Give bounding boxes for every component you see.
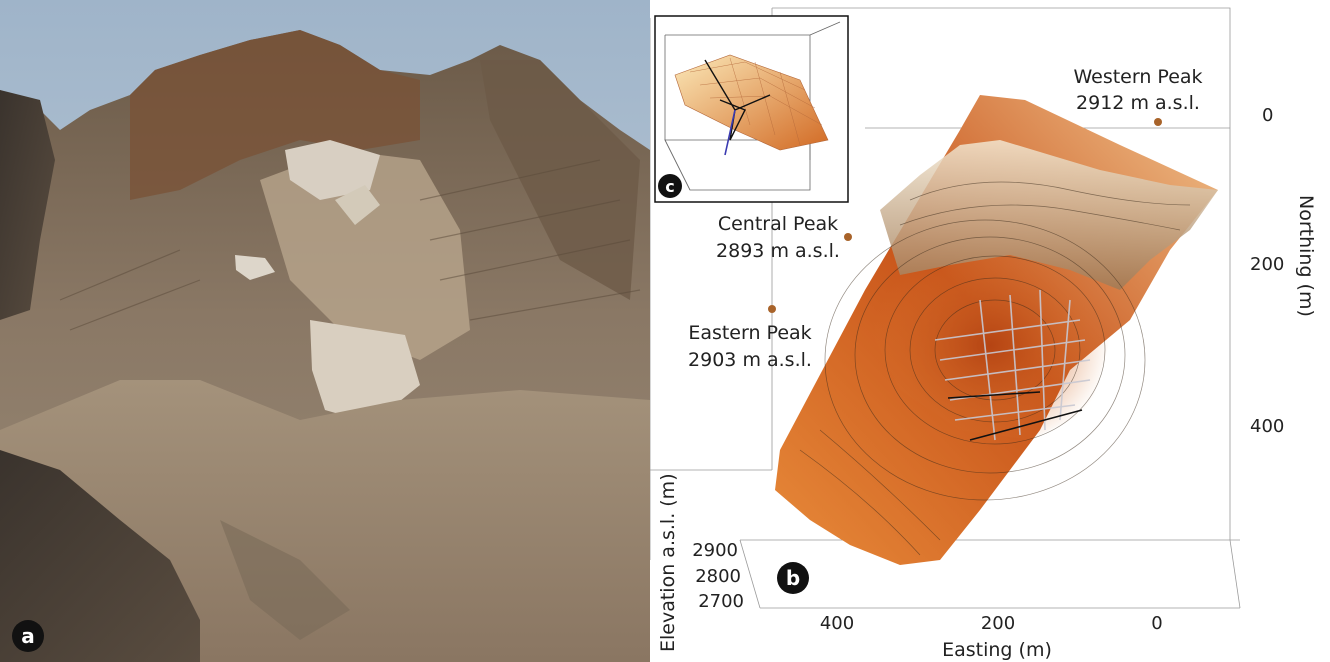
bounding-box [650,7,1241,609]
central-peak-elevation: 2893 m a.s.l. [716,240,840,262]
mountain-photo: a [0,0,650,662]
terrain-model-panel: Western Peak 2912 m a.s.l. Central Peak … [650,0,1330,662]
eastern-peak-marker [768,305,776,313]
elevation-tick: 2700 [698,591,744,612]
western-peak-name: Western Peak [1073,66,1202,88]
western-peak-marker [1154,118,1162,126]
easting-tick: 200 [981,613,1015,634]
western-peak-elevation: 2912 m a.s.l. [1076,92,1200,114]
elevation-axis: 2900 2800 2700 Elevation a.s.l. (m) [657,473,744,652]
panel-b-badge [777,562,809,594]
easting-tick: 400 [820,613,854,634]
northing-axis: 0 200 400 Northing (m) [1250,105,1317,437]
terrain-model: Western Peak 2912 m a.s.l. Central Peak … [650,7,1317,661]
panel-c-badge [658,174,682,198]
inset-plane-fit: c [654,15,849,203]
easting-tick: 0 [1151,613,1162,634]
easting-axis: 400 200 0 Easting (m) [820,613,1163,661]
terrain-surface [775,95,1218,565]
mountain-photo-panel: a [0,0,650,662]
central-peak-name: Central Peak [718,213,838,235]
panel-b-label: b [786,566,800,590]
eastern-peak-name: Eastern Peak [688,322,811,344]
northing-label: Northing (m) [1295,195,1317,317]
elevation-tick: 2900 [692,540,738,561]
eastern-peak-elevation: 2903 m a.s.l. [688,349,812,371]
panel-c-label: c [665,177,674,196]
easting-label: Easting (m) [942,639,1052,661]
panel-a-badge [12,620,44,652]
panel-a-label: a [21,624,35,648]
northing-tick: 400 [1250,416,1284,437]
elevation-label: Elevation a.s.l. (m) [657,473,679,652]
northing-tick: 0 [1262,105,1273,126]
central-peak-marker [844,233,852,241]
elevation-tick: 2800 [695,566,741,587]
northing-tick: 200 [1250,254,1284,275]
